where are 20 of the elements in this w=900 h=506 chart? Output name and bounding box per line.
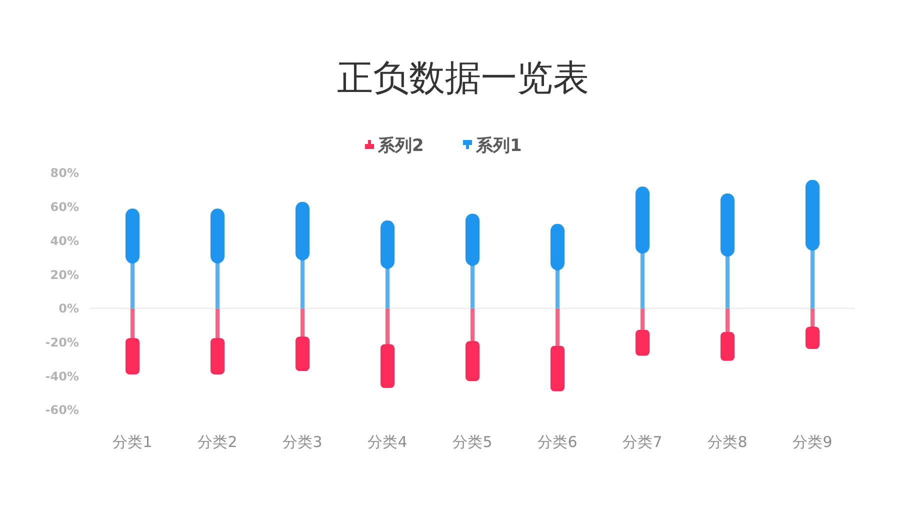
- y-tick-label: 80%: [50, 166, 79, 180]
- y-tick-label: 40%: [50, 234, 79, 248]
- x-tick-label: 分类5: [452, 433, 492, 451]
- y-tick-label: 0%: [58, 302, 79, 316]
- y-tick-label: 20%: [50, 268, 79, 282]
- x-tick-label: 分类4: [368, 433, 408, 451]
- y-tick-label: -40%: [45, 369, 79, 384]
- y-tick-label: -60%: [45, 403, 79, 418]
- x-tick-label: 分类3: [282, 433, 322, 451]
- x-tick-label: 分类7: [622, 433, 662, 451]
- x-tick-label: 分类8: [708, 433, 748, 451]
- x-tick-label: 分类9: [792, 433, 832, 451]
- legend-label: 系列1: [475, 136, 522, 156]
- chart-title: 正负数据一览表: [337, 58, 589, 99]
- x-tick-label: 分类6: [538, 433, 578, 451]
- x-tick-label: 分类1: [112, 433, 152, 451]
- legend-label: 系列2: [377, 136, 424, 156]
- x-tick-label: 分类2: [198, 433, 238, 451]
- y-tick-label: 60%: [50, 200, 79, 214]
- y-tick-label: -20%: [45, 335, 79, 350]
